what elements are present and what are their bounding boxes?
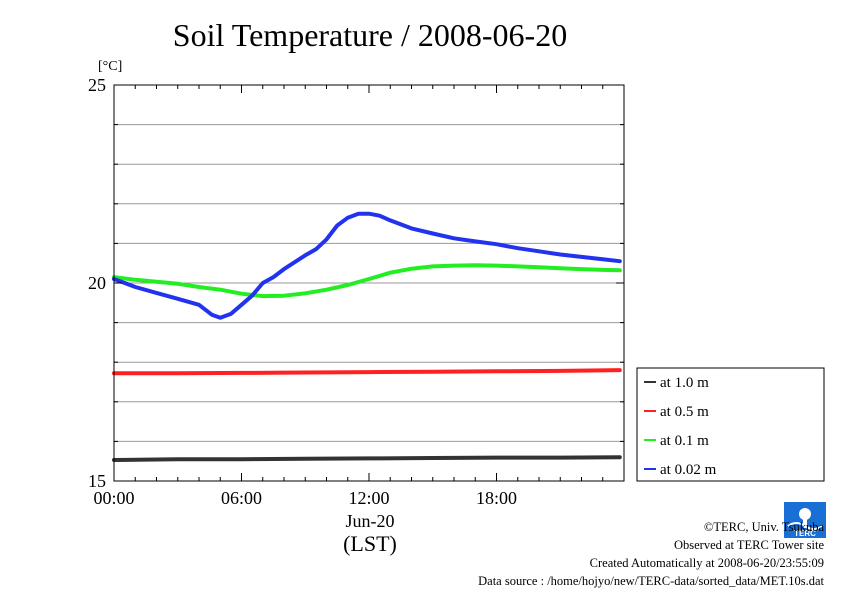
x-tick-label: 00:00 <box>93 488 134 508</box>
terc-logo-icon: TERC <box>784 502 826 538</box>
y-tick-label: 15 <box>88 471 106 491</box>
x-date-label: Jun-20 <box>346 511 395 531</box>
svg-text:TERC: TERC <box>794 529 816 538</box>
copyright-text: ©TERC, Univ. Tsukuba <box>703 520 824 534</box>
axis-ticks: 15 20 25 00:00 06:00 12:00 18:00 <box>88 75 624 508</box>
series-line <box>112 455 622 462</box>
chart-title: Soil Temperature / 2008-06-20 <box>173 17 567 53</box>
grid-lines <box>114 124 624 442</box>
legend: at 1.0 m at 0.5 m at 0.1 m at 0.02 m <box>636 367 825 482</box>
created-text: Created Automatically at 2008-06-20/23:5… <box>589 556 824 570</box>
x-axis-label: (LST) <box>343 531 397 556</box>
y-tick-label: 20 <box>88 273 106 293</box>
source-text: Data source : /home/hojyo/new/TERC-data/… <box>478 574 824 588</box>
series-group <box>112 211 622 462</box>
x-tick-label: 06:00 <box>221 488 262 508</box>
legend-box <box>636 367 825 482</box>
legend-label: at 0.1 m <box>660 433 709 449</box>
y-axis-unit: [°C] <box>98 59 122 74</box>
legend-label: at 0.02 m <box>660 462 717 478</box>
series-line <box>112 368 622 376</box>
x-tick-label: 12:00 <box>348 488 389 508</box>
x-tick-label: 18:00 <box>476 488 517 508</box>
series-line <box>112 211 622 320</box>
legend-label: at 1.0 m <box>660 375 709 391</box>
y-tick-label: 25 <box>88 75 106 95</box>
observed-text: Observed at TERC Tower site <box>673 538 824 552</box>
legend-label: at 0.5 m <box>660 404 709 420</box>
series-line <box>112 263 622 299</box>
